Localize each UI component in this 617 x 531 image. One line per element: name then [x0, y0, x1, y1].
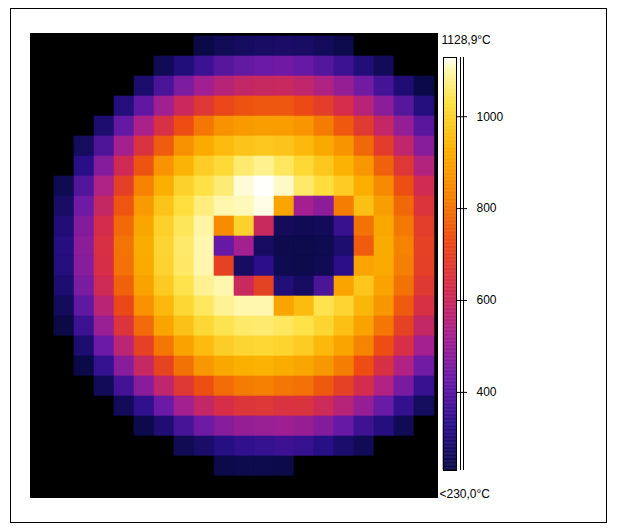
svg-text:1000: 1000 — [477, 110, 504, 124]
svg-text:<230,0°C: <230,0°C — [440, 487, 491, 501]
svg-text:400: 400 — [477, 385, 497, 399]
svg-text:800: 800 — [477, 201, 497, 215]
svg-text:600: 600 — [477, 293, 497, 307]
svg-text:1128,9°C: 1128,9°C — [442, 33, 492, 47]
